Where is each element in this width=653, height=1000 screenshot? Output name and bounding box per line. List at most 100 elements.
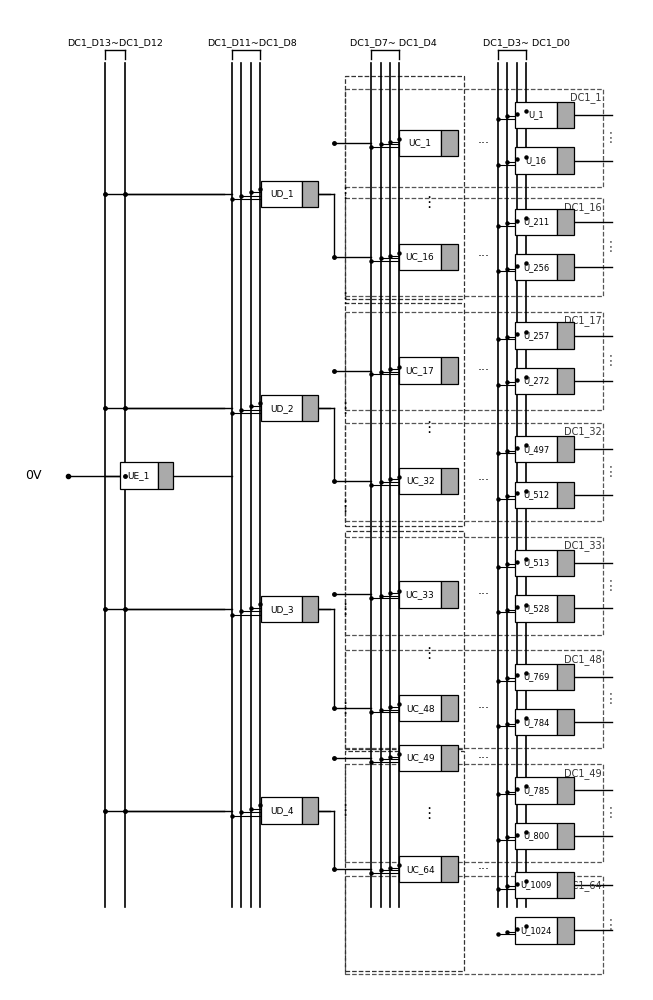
Bar [399, 130, 441, 156]
Bar [557, 482, 574, 508]
Text: ···: ··· [477, 364, 489, 377]
Bar [399, 244, 441, 270]
Text: ⋮: ⋮ [338, 602, 353, 617]
Text: ⋮: ⋮ [338, 499, 353, 514]
Bar [399, 856, 441, 882]
Text: ⋮: ⋮ [421, 420, 436, 435]
Bar [441, 695, 458, 721]
Text: ⋮: ⋮ [421, 806, 436, 821]
Text: ⋮: ⋮ [338, 186, 353, 201]
Bar [557, 368, 574, 394]
Bar [302, 797, 318, 824]
Text: UC_49: UC_49 [406, 754, 434, 763]
Text: ⋮: ⋮ [604, 918, 618, 932]
Text: U_16: U_16 [526, 156, 547, 165]
Text: DC1_16: DC1_16 [564, 202, 601, 213]
Bar [399, 745, 441, 771]
Text: ···: ··· [477, 474, 489, 487]
Bar [515, 709, 557, 735]
Text: ⋮: ⋮ [604, 240, 618, 254]
Bar [515, 147, 557, 174]
Text: ⋮: ⋮ [604, 692, 618, 706]
Text: ⋮: ⋮ [604, 131, 618, 145]
Bar [261, 395, 302, 421]
Text: ···: ··· [477, 137, 489, 150]
Bar [399, 581, 441, 608]
Bar [261, 181, 302, 207]
Bar [261, 797, 302, 824]
Bar [515, 595, 557, 622]
Bar [515, 322, 557, 349]
Text: UC_33: UC_33 [406, 590, 434, 599]
Bar [557, 550, 574, 576]
Bar [557, 664, 574, 690]
Text: DC1_17: DC1_17 [564, 315, 601, 326]
Text: UE_1: UE_1 [128, 471, 150, 480]
Bar [345, 531, 464, 749]
Bar [345, 423, 603, 521]
Text: DC1_D13~DC1_D12: DC1_D13~DC1_D12 [67, 38, 163, 47]
Bar [515, 436, 557, 462]
Bar [302, 596, 318, 622]
Bar [515, 777, 557, 804]
Bar [158, 462, 173, 489]
Bar [345, 537, 603, 635]
Bar [302, 395, 318, 421]
Bar [515, 872, 557, 898]
Text: U_513: U_513 [523, 558, 549, 567]
Bar [557, 436, 574, 462]
Bar [441, 130, 458, 156]
Bar [557, 254, 574, 280]
Text: UD_2: UD_2 [270, 404, 294, 413]
Bar [515, 823, 557, 849]
Text: UD_4: UD_4 [270, 806, 294, 815]
Text: DC1_64: DC1_64 [564, 880, 601, 891]
Bar [557, 917, 574, 944]
Text: DC1_D11~DC1_D8: DC1_D11~DC1_D8 [207, 38, 297, 47]
Bar [441, 745, 458, 771]
Bar [399, 468, 441, 494]
Bar [515, 664, 557, 690]
Text: U_1009: U_1009 [520, 880, 552, 889]
Text: ···: ··· [477, 702, 489, 715]
Bar [557, 872, 574, 898]
Text: UC_16: UC_16 [406, 252, 434, 261]
Text: UC_17: UC_17 [406, 366, 434, 375]
Bar [515, 482, 557, 508]
Text: ⋮: ⋮ [604, 465, 618, 479]
Text: ···: ··· [477, 250, 489, 263]
Bar [557, 147, 574, 174]
Bar [557, 595, 574, 622]
Bar [345, 312, 603, 410]
Bar [345, 764, 603, 862]
Bar [557, 709, 574, 735]
Text: DC1_48: DC1_48 [564, 654, 601, 665]
Text: ⋮: ⋮ [338, 401, 353, 416]
Text: U_512: U_512 [523, 490, 549, 499]
Text: UD_1: UD_1 [270, 189, 294, 198]
Bar [345, 751, 464, 971]
Bar [302, 181, 318, 207]
Text: ⋮: ⋮ [604, 354, 618, 368]
Bar [515, 102, 557, 128]
Text: ⋮: ⋮ [604, 579, 618, 593]
Bar [441, 856, 458, 882]
Text: ⋮: ⋮ [338, 803, 353, 818]
Text: ⋮: ⋮ [421, 646, 436, 661]
Text: U_1: U_1 [528, 111, 544, 120]
Bar [515, 368, 557, 394]
Text: U_528: U_528 [523, 604, 549, 613]
Bar [345, 876, 603, 974]
Text: ⋮: ⋮ [604, 806, 618, 820]
Bar [119, 462, 158, 489]
Bar [399, 695, 441, 721]
Bar [557, 102, 574, 128]
Bar [441, 468, 458, 494]
Bar [515, 209, 557, 235]
Text: DC1_D7~ DC1_D4: DC1_D7~ DC1_D4 [350, 38, 436, 47]
Bar [261, 596, 302, 622]
Bar [557, 823, 574, 849]
Text: U_211: U_211 [523, 217, 549, 226]
Bar [515, 550, 557, 576]
Text: UC_48: UC_48 [406, 704, 434, 713]
